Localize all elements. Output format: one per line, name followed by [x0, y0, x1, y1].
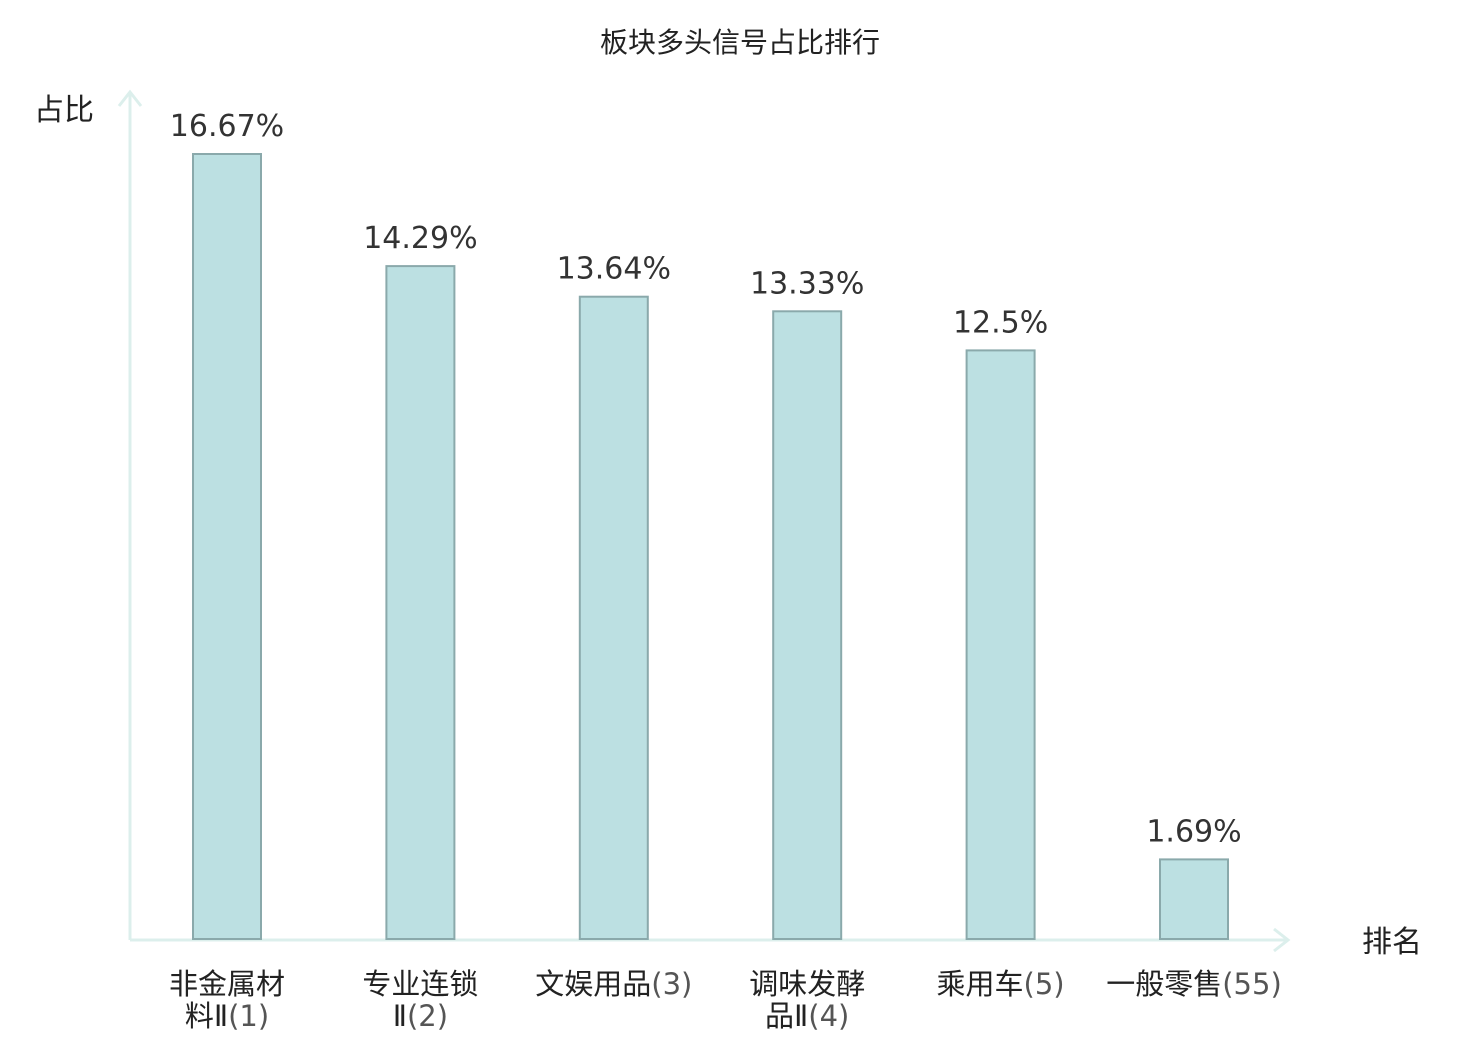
value-labels-group: 16.67% 14.29% 13.64% 13.33% 12.5% 1.69%: [170, 109, 1242, 849]
category-name-3-part-1: 文娱用品: [535, 967, 651, 1001]
category-label-3-line-1: 文娱用品(3): [535, 967, 692, 1001]
bar-6: [1159, 858, 1229, 941]
category-label-1-line-2: 料Ⅱ(1): [185, 999, 269, 1033]
category-rank-5: (5): [1024, 967, 1065, 1001]
category-label-2-line-1: 专业连锁: [362, 967, 478, 1001]
category-label-4-line-2: 品Ⅱ(4): [765, 999, 849, 1033]
category-label-5-line-1: 乘用车(5): [937, 967, 1065, 1001]
bar-4: [772, 310, 843, 940]
category-label-4-line-1: 调味发酵: [749, 967, 865, 1001]
value-label-4: 13.33%: [750, 266, 864, 301]
category-label-2-line-2: Ⅱ(2): [393, 999, 448, 1033]
category-name-2-part-1: 专业连锁: [362, 967, 478, 1001]
category-label-6-line-1: 一般零售(55): [1106, 967, 1282, 1001]
chart-title: 板块多头信号占比排行: [600, 26, 880, 59]
category-name-1-part-1: 非金属材: [169, 967, 285, 1001]
category-rank-6: (55): [1222, 967, 1282, 1001]
category-name-4-part-2: 品Ⅱ: [765, 999, 808, 1033]
category-rank-2: (2): [407, 999, 448, 1033]
bar-3: [578, 295, 649, 940]
category-rank-3: (3): [651, 967, 692, 1001]
value-label-2: 14.29%: [363, 221, 477, 256]
category-label-1-line-1: 非金属材: [169, 967, 285, 1001]
x-axis-title: 排名: [1362, 925, 1422, 960]
y-axis-arrow: [117, 89, 143, 107]
value-label-5: 12.5%: [953, 305, 1048, 340]
category-name-5-part-1: 乘用车: [937, 967, 1024, 1001]
y-axis-title: 占比: [34, 93, 94, 128]
bars-group: [192, 153, 1229, 941]
category-rank-1: (1): [228, 999, 269, 1033]
x-axis-arrow: [1273, 927, 1291, 953]
value-label-1: 16.67%: [170, 109, 284, 144]
category-name-4-part-1: 调味发酵: [749, 967, 865, 1001]
category-rank-4: (4): [808, 999, 849, 1033]
value-label-6: 1.69%: [1146, 814, 1241, 849]
category-name-2-part-2: Ⅱ: [393, 999, 407, 1033]
value-label-3: 13.64%: [557, 252, 671, 287]
category-name-1-part-2: 料Ⅱ: [185, 999, 228, 1033]
bar-5: [965, 349, 1036, 940]
category-name-6-part-1: 一般零售: [1106, 967, 1222, 1001]
bar-1: [192, 153, 262, 940]
bar-2: [385, 265, 456, 941]
